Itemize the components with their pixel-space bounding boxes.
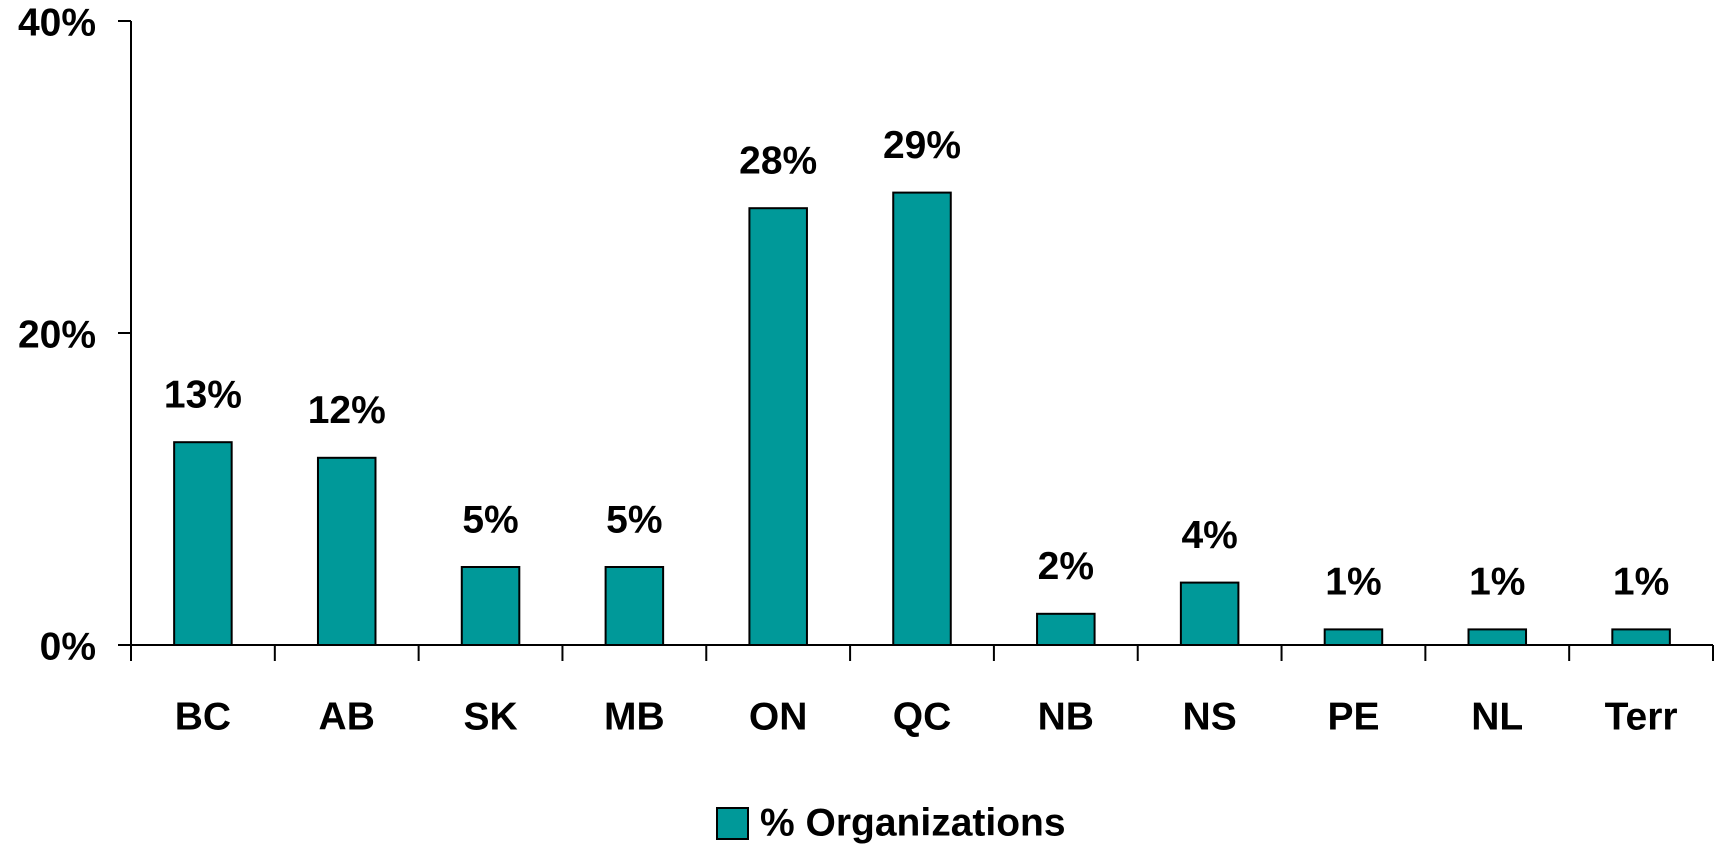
legend-label: % Organizations: [760, 801, 1066, 844]
x-tick-label: PE: [1327, 695, 1379, 738]
bar: [893, 193, 951, 645]
bar: [606, 567, 664, 645]
x-tick-label: SK: [463, 695, 517, 738]
bar: [1181, 583, 1239, 645]
bar: [749, 208, 807, 645]
data-label: 4%: [1181, 514, 1237, 557]
y-tick-label: 0%: [40, 625, 96, 668]
legend-swatch: [717, 808, 748, 839]
data-label: 1%: [1613, 561, 1669, 604]
data-label: 1%: [1325, 561, 1381, 604]
x-tick-label: AB: [319, 695, 375, 738]
x-tick-label: Terr: [1605, 695, 1678, 738]
bar: [1037, 614, 1095, 645]
bar: [462, 567, 520, 645]
x-tick-label: ON: [749, 695, 808, 738]
data-label: 1%: [1469, 561, 1525, 604]
x-tick-label: BC: [175, 695, 231, 738]
chart: 0% 20% 40% BC 13% AB 12% SK 5% MB 5% ON 28% QC 29% NB 2%…: [0, 0, 1716, 848]
data-label: 5%: [606, 498, 662, 541]
y-tick-label: 20%: [18, 313, 96, 356]
data-label: 29%: [883, 124, 961, 167]
data-label: 5%: [462, 498, 518, 541]
x-tick-label: QC: [893, 695, 952, 738]
x-tick-label: NS: [1183, 695, 1237, 738]
bar: [174, 442, 232, 645]
x-tick-label: NL: [1471, 695, 1523, 738]
bar: [318, 458, 376, 645]
x-tick-label: MB: [604, 695, 665, 738]
bar: [1325, 629, 1383, 645]
data-label: 2%: [1038, 545, 1094, 588]
bar: [1469, 629, 1527, 645]
y-tick-label: 40%: [18, 1, 96, 44]
bar: [1612, 629, 1670, 645]
data-label: 13%: [164, 373, 242, 416]
data-label: 28%: [739, 139, 817, 182]
x-tick-label: NB: [1038, 695, 1094, 738]
data-label: 12%: [308, 389, 386, 432]
